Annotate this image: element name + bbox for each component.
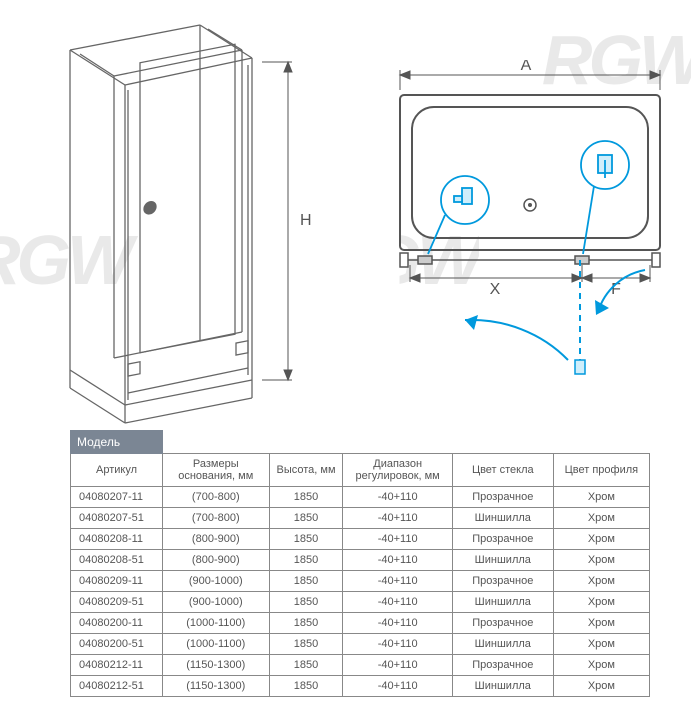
table-cell: Хром <box>553 487 649 508</box>
width-a-label: A <box>521 60 532 74</box>
table-cell: Шиншилла <box>452 676 553 697</box>
table-cell: 04080200-51 <box>71 634 163 655</box>
table-row: 04080212-51(1150-1300)1850-40+110Шиншилл… <box>71 676 650 697</box>
table-cell: Прозрачное <box>452 529 553 550</box>
table-cell: (1150-1300) <box>163 676 270 697</box>
table-cell: 1850 <box>269 592 343 613</box>
table-cell: Хром <box>553 550 649 571</box>
table-cell: Хром <box>553 592 649 613</box>
table-row: 04080208-11(800-900)1850-40+110Прозрачно… <box>71 529 650 550</box>
table-row: 04080200-51(1000-1100)1850-40+110Шиншилл… <box>71 634 650 655</box>
height-label: H <box>300 212 312 229</box>
x-label: X <box>490 281 501 298</box>
table-cell: -40+110 <box>343 613 452 634</box>
table-cell: -40+110 <box>343 550 452 571</box>
table-row: 04080208-51(800-900)1850-40+110ШиншиллаХ… <box>71 550 650 571</box>
table-row: 04080212-11(1150-1300)1850-40+110Прозрач… <box>71 655 650 676</box>
table-cell: 1850 <box>269 634 343 655</box>
table-row: 04080207-51(700-800)1850-40+110ШиншиллаХ… <box>71 508 650 529</box>
table-cell: 1850 <box>269 676 343 697</box>
table-cell: -40+110 <box>343 529 452 550</box>
table-cell: (800-900) <box>163 529 270 550</box>
table-cell: 1850 <box>269 571 343 592</box>
table-cell: 04080200-11 <box>71 613 163 634</box>
col-glass: Цвет стекла <box>452 454 553 487</box>
table-cell: 04080208-51 <box>71 550 163 571</box>
table-cell: 04080209-51 <box>71 592 163 613</box>
table-cell: Хром <box>553 508 649 529</box>
table-cell: 1850 <box>269 550 343 571</box>
page: RGW RGW RGW <box>0 0 691 703</box>
table-cell: Прозрачное <box>452 655 553 676</box>
table-cell: -40+110 <box>343 592 452 613</box>
topview-drawing: A <box>370 60 680 400</box>
table-cell: 04080212-11 <box>71 655 163 676</box>
table-row: 04080207-11(700-800)1850-40+110Прозрачно… <box>71 487 650 508</box>
table-cell: 1850 <box>269 487 343 508</box>
table-cell: Шиншилла <box>452 508 553 529</box>
table-body: 04080207-11(700-800)1850-40+110Прозрачно… <box>71 487 650 697</box>
table-cell: Хром <box>553 571 649 592</box>
table-cell: (1000-1100) <box>163 634 270 655</box>
table-cell: 04080208-11 <box>71 529 163 550</box>
model-header: Модель <box>71 431 163 454</box>
table-cell: -40+110 <box>343 676 452 697</box>
table-cell: -40+110 <box>343 655 452 676</box>
table-cell: Шиншилла <box>452 550 553 571</box>
table-cell: Прозрачное <box>452 487 553 508</box>
table-cell: Прозрачное <box>452 613 553 634</box>
table-cell: Хром <box>553 529 649 550</box>
table-cell: (900-1000) <box>163 592 270 613</box>
table-cell: 04080209-11 <box>71 571 163 592</box>
table-cell: 1850 <box>269 508 343 529</box>
table-cell: -40+110 <box>343 487 452 508</box>
table-row: 04080200-11(1000-1100)1850-40+110Прозрач… <box>71 613 650 634</box>
table-cell: (1000-1100) <box>163 613 270 634</box>
table-cell: -40+110 <box>343 571 452 592</box>
table-cell: (700-800) <box>163 487 270 508</box>
model-header-row: Модель <box>71 431 650 454</box>
table-cell: -40+110 <box>343 634 452 655</box>
table-cell: 1850 <box>269 655 343 676</box>
table-cell: Шиншилла <box>452 592 553 613</box>
col-basesize: Размеры основания, мм <box>163 454 270 487</box>
table-cell: 04080207-51 <box>71 508 163 529</box>
table-cell: Хром <box>553 613 649 634</box>
isometric-drawing: H <box>10 10 340 430</box>
diagrams-area: H A <box>0 0 691 430</box>
table-cell: (700-800) <box>163 508 270 529</box>
col-range: Диапазон регулировок, мм <box>343 454 452 487</box>
table-cell: 1850 <box>269 529 343 550</box>
col-profile: Цвет профиля <box>553 454 649 487</box>
table-cell: 04080207-11 <box>71 487 163 508</box>
spec-table: Модель Артикул Размеры основания, мм Выс… <box>70 430 650 697</box>
table-cell: -40+110 <box>343 508 452 529</box>
table-cell: 04080212-51 <box>71 676 163 697</box>
table-cell: Прозрачное <box>452 571 553 592</box>
table-row: 04080209-51(900-1000)1850-40+110Шиншилла… <box>71 592 650 613</box>
table-cell: Шиншилла <box>452 634 553 655</box>
table-cell: Хром <box>553 634 649 655</box>
table-cell: 1850 <box>269 613 343 634</box>
table-cell: Хром <box>553 676 649 697</box>
table-row: 04080209-11(900-1000)1850-40+110Прозрачн… <box>71 571 650 592</box>
table-cell: (800-900) <box>163 550 270 571</box>
table-cell: (900-1000) <box>163 571 270 592</box>
table-cell: Хром <box>553 655 649 676</box>
columns-row: Артикул Размеры основания, мм Высота, мм… <box>71 454 650 487</box>
col-height: Высота, мм <box>269 454 343 487</box>
table-cell: (1150-1300) <box>163 655 270 676</box>
col-article: Артикул <box>71 454 163 487</box>
